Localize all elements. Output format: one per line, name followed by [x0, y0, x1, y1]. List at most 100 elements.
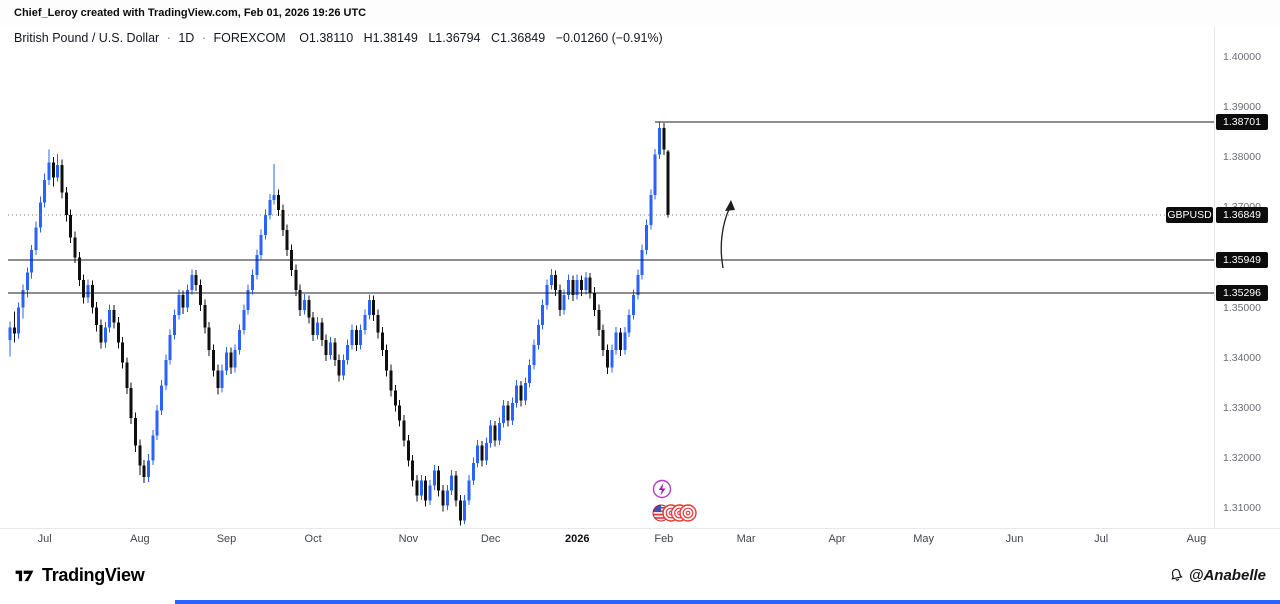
- candle: [138, 445, 142, 466]
- candle: [463, 500, 467, 521]
- candle: [237, 330, 241, 351]
- price-axis-label: 1.40000: [1223, 51, 1261, 63]
- candle: [601, 330, 605, 351]
- price-axis[interactable]: 1.400001.390001.380001.370001.360001.350…: [1214, 26, 1280, 528]
- candle: [558, 290, 562, 311]
- candle: [640, 249, 644, 276]
- candle: [402, 420, 406, 441]
- candle: [276, 194, 280, 210]
- candle: [164, 360, 168, 386]
- candle: [380, 332, 384, 351]
- candle: [225, 352, 228, 371]
- candle: [359, 330, 363, 346]
- lightning-event-icon[interactable]: [652, 479, 672, 499]
- price-axis-label: 1.35000: [1223, 301, 1261, 314]
- candle: [229, 352, 233, 368]
- time-axis-label: Jul: [1094, 533, 1109, 545]
- time-axis-label: Apr: [828, 533, 846, 545]
- candle: [186, 290, 190, 308]
- candle: [398, 405, 402, 421]
- author-watermark: @Anabelle: [1169, 567, 1266, 584]
- symbol-title[interactable]: British Pound / U.S. Dollar: [14, 31, 160, 45]
- time-axis-label: Aug: [1186, 533, 1207, 545]
- candle: [454, 475, 458, 501]
- bottom-accent-bar-fill: [175, 600, 1280, 604]
- chart-region[interactable]: British Pound / U.S. Dollar · 1D · FOREX…: [0, 26, 1280, 550]
- tradingview-logo[interactable]: TradingView: [14, 565, 145, 586]
- candle: [614, 332, 618, 351]
- candle: [73, 237, 77, 258]
- candle: [82, 280, 86, 298]
- candle: [476, 445, 480, 463]
- time-axis[interactable]: Jul Aug Sep Oct Nov Dec 2026 Feb Mar Apr May Jun Jul…: [0, 528, 1280, 550]
- candle: [60, 164, 64, 193]
- candle: [285, 229, 289, 250]
- candle: [528, 365, 532, 383]
- price-tag-support-1-label: 1.35949: [1223, 254, 1261, 267]
- candle: [116, 322, 120, 343]
- candle: [571, 280, 575, 296]
- price-tag-support-2-label: 1.35296: [1223, 286, 1261, 299]
- attribution-text: Chief_Leroy created with TradingView.com…: [14, 7, 367, 19]
- candle: [263, 214, 267, 235]
- trend-arrow-annotation[interactable]: [720, 200, 735, 269]
- candle: [194, 275, 198, 286]
- price-axis-label: 1.32000: [1223, 451, 1261, 464]
- candle: [372, 300, 376, 316]
- candle: [173, 315, 177, 336]
- candle: [320, 322, 324, 341]
- time-axis-label: Nov: [398, 533, 419, 545]
- candle: [385, 350, 389, 371]
- candle: [658, 128, 661, 155]
- candle: [69, 214, 73, 238]
- change-value: −0.01260 (−0.91%): [555, 31, 663, 45]
- candle: [532, 345, 536, 366]
- candle: [506, 405, 510, 421]
- candle: [190, 275, 194, 291]
- open-value: O1.38110: [299, 31, 354, 45]
- attribution-bar: Chief_Leroy created with TradingView.com…: [0, 0, 1280, 26]
- candle: [627, 315, 631, 333]
- candle: [376, 315, 380, 333]
- candle: [281, 209, 285, 230]
- candle: [64, 192, 68, 215]
- candle: [666, 151, 670, 215]
- candle: [502, 405, 506, 423]
- candle: [489, 425, 493, 443]
- candle: [47, 162, 51, 180]
- candle: [346, 345, 350, 361]
- candle: [597, 310, 601, 331]
- candle: [151, 435, 155, 461]
- candle: [307, 300, 311, 318]
- candle: [272, 194, 276, 200]
- candle: [484, 442, 488, 461]
- candle: [406, 440, 410, 461]
- time-axis-label: Sep: [216, 533, 237, 545]
- interval-label[interactable]: 1D: [178, 31, 195, 45]
- price-tag-high: 1.38701: [1216, 114, 1268, 131]
- candle: [432, 470, 436, 486]
- candle: [160, 385, 164, 411]
- low-value: L1.36794: [428, 31, 481, 45]
- candle: [554, 275, 558, 291]
- candle: [580, 280, 584, 291]
- candle: [43, 179, 47, 203]
- candle: [510, 402, 514, 421]
- candle: [302, 300, 306, 311]
- candle: [242, 310, 246, 331]
- candlestick-chart[interactable]: [0, 26, 1214, 550]
- candle: [298, 290, 302, 311]
- candle: [8, 327, 12, 341]
- economic-events-icon[interactable]: [652, 504, 697, 522]
- candle: [30, 249, 34, 273]
- symbol-name-tag: GBPUSD: [1166, 206, 1213, 223]
- time-axis-label: Jul: [37, 533, 52, 545]
- candle: [619, 332, 623, 351]
- symbol-name-tag-label: GBPUSD: [1167, 208, 1212, 221]
- candle: [341, 360, 345, 376]
- candle: [90, 285, 94, 308]
- candle: [363, 315, 367, 331]
- candle: [34, 227, 38, 250]
- candle: [203, 305, 207, 328]
- candle: [220, 370, 224, 388]
